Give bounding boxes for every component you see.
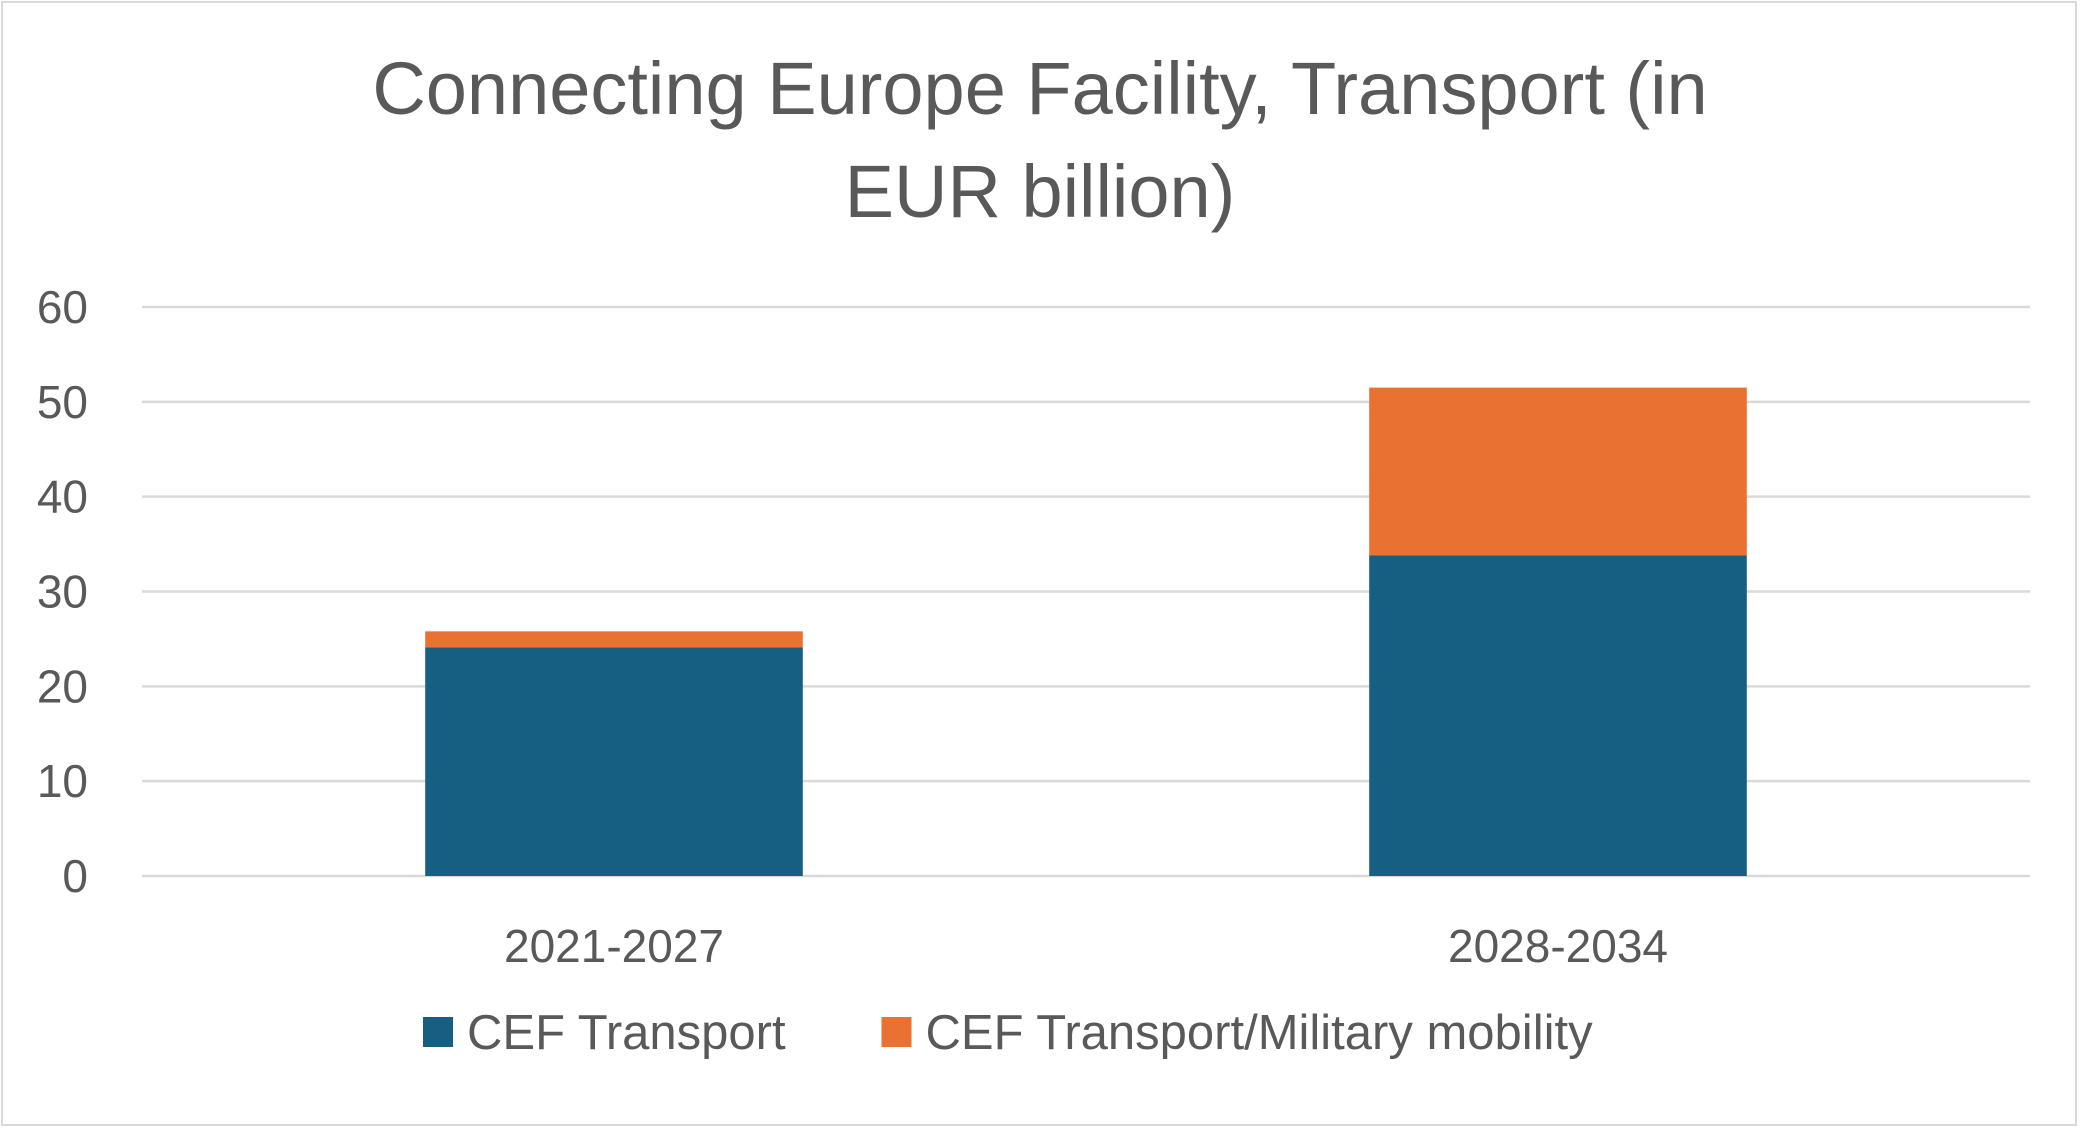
legend-label: CEF Transport — [467, 1006, 786, 1060]
y-tick-label: 40 — [37, 471, 88, 523]
y-tick-label: 10 — [37, 755, 88, 807]
y-tick-label: 30 — [37, 566, 88, 618]
y-tick-label: 20 — [37, 660, 88, 712]
x-axis-ticks: 2021-2027 2028-2034 — [504, 920, 1668, 972]
bar-2028-2034-cef-military-mobility — [1369, 387, 1747, 556]
chart-title-line-2: EUR billion) — [845, 150, 1236, 233]
y-axis-ticks: 0 10 20 30 40 50 60 — [37, 281, 88, 902]
y-tick-label: 60 — [37, 281, 88, 333]
y-tick-label: 0 — [62, 850, 88, 902]
legend-label: CEF Transport/Military mobility — [926, 1006, 1594, 1060]
bars — [425, 387, 1747, 876]
bar-2028-2034-cef-transport — [1369, 555, 1747, 876]
bar-2021-2027-cef-military-mobility — [425, 631, 803, 648]
bar-2021-2027-cef-transport — [425, 647, 803, 876]
legend-swatch — [881, 1017, 912, 1047]
y-tick-label: 50 — [37, 376, 88, 428]
legend: CEF Transport CEF Transport/Military mobi… — [423, 1006, 1593, 1060]
legend-swatch — [423, 1017, 453, 1047]
x-tick-label: 2021-2027 — [504, 920, 724, 972]
x-tick-label: 2028-2034 — [1448, 920, 1668, 972]
chart-title-line-1: Connecting Europe Facility, Transport (i… — [372, 47, 1707, 130]
